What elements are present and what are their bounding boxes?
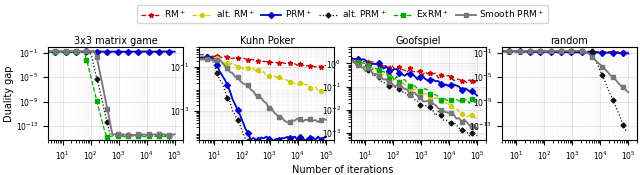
ExRM$^+$: [65, 51, 72, 53]
PRM$^+$: [168, 51, 176, 53]
Line: ExRM$^+$: ExRM$^+$: [33, 50, 177, 139]
PRM$^+$: [88, 50, 95, 52]
alt. RM$^+$: [31, 51, 38, 53]
ExRM$^+$: [31, 51, 38, 53]
ExRM$^+$: [168, 136, 176, 138]
alt. PRM$^+$: [161, 135, 168, 137]
alt. PRM$^+$: [33, 50, 41, 52]
PRM$^+$: [161, 50, 168, 52]
alt. PRM$^+$: [129, 135, 137, 137]
ExRM$^+$: [57, 51, 65, 53]
Smooth PRM$^+$: [127, 134, 134, 136]
RM$^+$: [46, 51, 54, 53]
PRM$^+$: [46, 51, 54, 53]
Title: 3x3 matrix game: 3x3 matrix game: [74, 36, 157, 47]
ExRM$^+$: [85, 68, 93, 71]
Smooth PRM$^+$: [65, 50, 72, 52]
alt. RM$^+$: [127, 51, 134, 53]
alt. RM$^+$: [85, 51, 93, 53]
Line: Smooth PRM$^+$: Smooth PRM$^+$: [33, 49, 177, 137]
Smooth PRM$^+$: [161, 133, 168, 135]
alt. RM$^+$: [168, 51, 176, 53]
alt. PRM$^+$: [67, 51, 75, 53]
alt. PRM$^+$: [60, 51, 67, 53]
RM$^+$: [57, 51, 65, 53]
Legend: RM$^+$, alt. RM$^+$, PRM$^+$, alt. PRM$^+$, ExRM$^+$, Smooth PRM$^+$: RM$^+$, alt. RM$^+$, PRM$^+$, alt. PRM$^…: [137, 5, 548, 23]
Smooth PRM$^+$: [88, 50, 95, 52]
Smooth PRM$^+$: [168, 134, 176, 136]
ExRM$^+$: [104, 136, 111, 138]
ExRM$^+$: [46, 51, 54, 53]
RM$^+$: [158, 51, 166, 53]
RM$^+$: [31, 51, 38, 53]
Smooth PRM$^+$: [171, 133, 179, 135]
alt. RM$^+$: [46, 51, 54, 53]
Y-axis label: Duality gap: Duality gap: [4, 65, 14, 122]
alt. PRM$^+$: [85, 51, 93, 53]
Title: random: random: [550, 36, 588, 47]
Smooth PRM$^+$: [31, 50, 38, 52]
Line: RM$^+$: RM$^+$: [32, 49, 177, 54]
Line: PRM$^+$: PRM$^+$: [33, 49, 177, 54]
RM$^+$: [171, 51, 179, 53]
Title: Kuhn Poker: Kuhn Poker: [239, 36, 294, 47]
RM$^+$: [140, 51, 147, 53]
PRM$^+$: [67, 51, 75, 53]
Smooth PRM$^+$: [46, 50, 54, 52]
alt. RM$^+$: [57, 51, 65, 53]
ExRM$^+$: [171, 136, 179, 138]
alt. PRM$^+$: [31, 51, 38, 53]
alt. RM$^+$: [161, 51, 168, 53]
RM$^+$: [168, 51, 176, 53]
PRM$^+$: [70, 50, 77, 52]
Smooth PRM$^+$: [57, 50, 65, 52]
PRM$^+$: [60, 51, 67, 53]
alt. RM$^+$: [67, 51, 75, 53]
PRM$^+$: [171, 51, 179, 53]
alt. RM$^+$: [171, 51, 179, 53]
alt. PRM$^+$: [49, 51, 56, 53]
alt. PRM$^+$: [168, 134, 176, 136]
RM$^+$: [163, 51, 171, 53]
Line: alt. PRM$^+$: alt. PRM$^+$: [33, 50, 177, 138]
RM$^+$: [83, 51, 90, 53]
RM$^+$: [65, 51, 72, 53]
ExRM$^+$: [161, 135, 168, 138]
Smooth PRM$^+$: [83, 50, 90, 52]
PRM$^+$: [54, 50, 62, 52]
ExRM$^+$: [67, 50, 75, 52]
Line: alt. RM$^+$: alt. RM$^+$: [33, 50, 177, 54]
PRM$^+$: [31, 51, 38, 53]
Title: Goofspiel: Goofspiel: [396, 36, 441, 47]
alt. RM$^+$: [60, 51, 67, 53]
Text: Number of iterations: Number of iterations: [292, 165, 393, 175]
alt. PRM$^+$: [171, 134, 179, 136]
